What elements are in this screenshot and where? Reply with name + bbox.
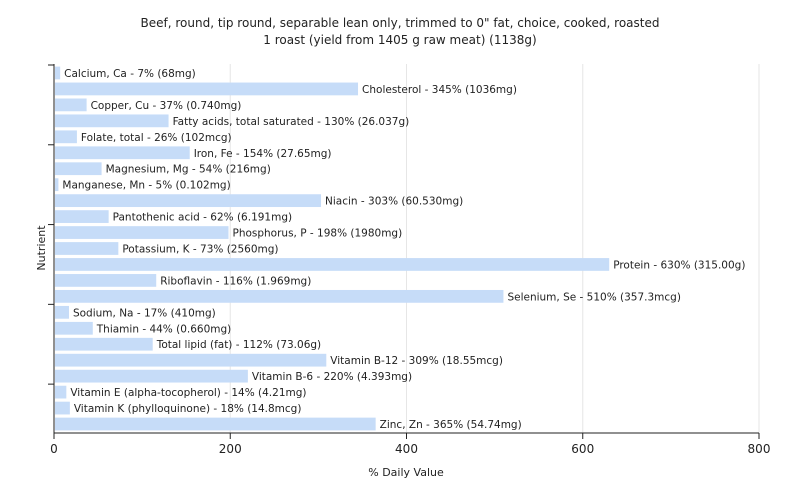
bar [55, 242, 119, 255]
x-tick-label: 200 [219, 442, 242, 456]
bar [55, 82, 359, 96]
bar-label: Vitamin B-12 - 309% (18.55mcg) [330, 355, 503, 367]
bar-label: Protein - 630% (315.00g) [613, 259, 745, 271]
bar-label: Vitamin B-6 - 220% (4.393mg) [252, 371, 412, 383]
bar-label: Folate, total - 26% (102mcg) [81, 132, 232, 144]
bar [55, 385, 67, 399]
axes: 0 200 400 600 800 [48, 64, 770, 456]
bar-label: Zinc, Zn - 365% (54.74mg) [380, 419, 522, 431]
bar-label: Magnesium, Mg - 54% (216mg) [106, 164, 271, 176]
bar-label: Iron, Fe - 154% (27.65mg) [194, 148, 332, 160]
bar-label: Calcium, Ca - 7% (68mg) [64, 68, 196, 80]
x-tick-label: 0 [50, 442, 58, 456]
bar [55, 162, 102, 176]
y-axis-label: Nutrient [35, 225, 48, 271]
x-tick-label: 600 [571, 442, 594, 456]
bar-label: Manganese, Mn - 5% (0.102mg) [62, 180, 230, 192]
bar [55, 210, 109, 223]
bar [55, 146, 190, 160]
bar [55, 321, 93, 335]
x-tick-label: 800 [748, 442, 771, 456]
bar-label: Copper, Cu - 37% (0.740mg) [91, 100, 242, 112]
bar-label: Riboflavin - 116% (1.969mg) [160, 275, 311, 287]
bar-label: Vitamin E (alpha-tocopherol) - 14% (4.21… [70, 387, 306, 399]
bar [55, 226, 229, 239]
chart-subtitle: 1 roast (yield from 1405 g raw meat) (11… [263, 33, 537, 47]
chart-title: Beef, round, tip round, separable lean o… [140, 16, 660, 30]
bar [55, 178, 59, 192]
bar [55, 417, 376, 431]
bar-label: Pantothenic acid - 62% (6.191mg) [113, 212, 292, 224]
bar [55, 289, 504, 303]
bar [55, 130, 77, 144]
bar [55, 98, 87, 112]
bar-label: Vitamin K (phylloquinone) - 18% (14.8mcg… [74, 403, 302, 415]
bar [55, 258, 610, 271]
bar [55, 194, 322, 208]
bar-label: Selenium, Se - 510% (357.3mcg) [507, 291, 681, 303]
bar [55, 337, 153, 351]
bar [55, 66, 61, 80]
bar-label: Sodium, Na - 17% (410mg) [73, 307, 216, 319]
bars: Calcium, Ca - 7% (68mg) Cholesterol - 345… [55, 66, 745, 431]
bar-label: Phosphorus, P - 198% (1980mg) [232, 228, 402, 240]
bar-label: Niacin - 303% (60.530mg) [325, 196, 463, 208]
bar-label: Total lipid (fat) - 112% (73.06g) [156, 339, 321, 351]
bar [55, 274, 157, 287]
bar [55, 305, 69, 319]
x-axis-label: % Daily Value [368, 466, 444, 479]
x-tick-label: 400 [395, 442, 418, 456]
bar-label: Cholesterol - 345% (1036mg) [362, 84, 517, 96]
bar [55, 114, 169, 128]
bar-label: Thiamin - 44% (0.660mg) [96, 323, 232, 335]
bar [55, 353, 327, 367]
bar [55, 369, 248, 383]
bar-label: Fatty acids, total saturated - 130% (26.… [173, 116, 410, 128]
bar [55, 401, 70, 415]
bar-label: Potassium, K - 73% (2560mg) [122, 244, 278, 256]
